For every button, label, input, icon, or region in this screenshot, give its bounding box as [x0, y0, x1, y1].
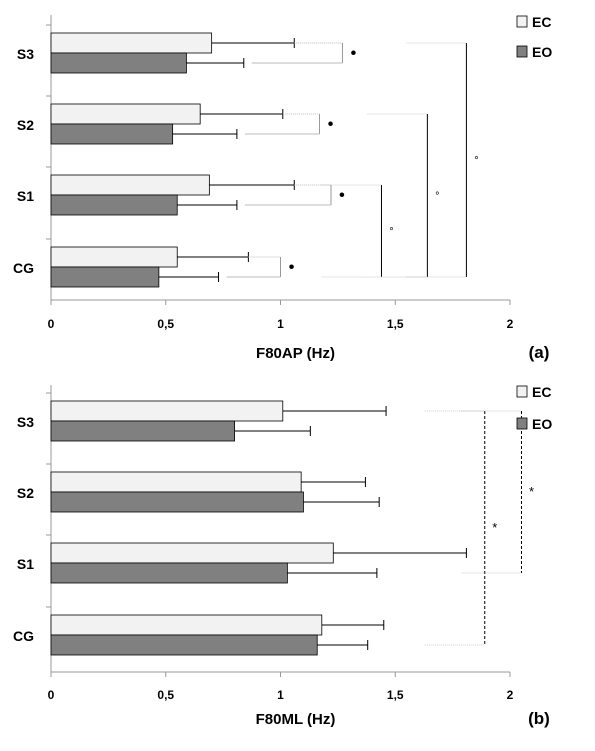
x-tick-label: 1	[277, 317, 284, 331]
bar-eo-s1	[50, 194, 178, 216]
significance-marker: °	[474, 155, 478, 167]
legend-label-eo: EO	[532, 44, 552, 60]
legend-swatch-ec	[516, 15, 528, 28]
panel-label: (a)	[529, 343, 550, 362]
category-label-s3: S3	[17, 46, 34, 62]
x-axis-title: F80AP (Hz)	[256, 345, 335, 362]
legend-label-ec: EC	[532, 384, 551, 400]
chart-panel-a: 0 0,5 1 1,5 2 S3 S2 S1 CG • • • • ° ° ° EC EO F80AP (Hz) (a…	[13, 14, 552, 362]
bar-ec-s2	[50, 103, 201, 125]
category-label-cg: CG	[13, 628, 34, 644]
legend-swatch-eo	[516, 417, 528, 430]
category-label-s1: S1	[17, 556, 34, 572]
significance-marker: •	[289, 259, 295, 276]
bar-ec-s2	[50, 471, 302, 493]
bar-ec-cg	[50, 614, 323, 636]
legend-swatch-eo	[516, 45, 528, 58]
legend-label-eo: EO	[532, 416, 552, 432]
x-axis-title: F80ML (Hz)	[256, 711, 336, 728]
bar-eo-s2	[50, 491, 304, 513]
bar-eo-s2	[50, 123, 174, 145]
bar-eo-s1	[50, 562, 288, 584]
x-tick-label: 0,5	[157, 317, 174, 331]
category-label-cg: CG	[13, 260, 34, 276]
significance-marker: •	[328, 116, 334, 133]
x-tick-label: 2	[507, 688, 514, 702]
legend-label-ec: EC	[532, 14, 551, 30]
bar-eo-s3	[50, 52, 187, 74]
significance-marker: *	[529, 484, 534, 499]
legend-swatch-ec	[516, 385, 528, 398]
x-tick-label: 1	[277, 688, 284, 702]
bar-ec-s1	[50, 174, 210, 196]
bar-eo-cg	[50, 266, 160, 288]
x-tick-label: 0	[48, 688, 55, 702]
bar-ec-cg	[50, 246, 178, 268]
chart-panel-b: 0 0,5 1 1,5 2 S3 S2 S1 CG * * EC EO F80ML (Hz) (b)	[13, 384, 552, 728]
bar-eo-s3	[50, 420, 236, 442]
category-label-s2: S2	[17, 485, 34, 501]
x-tick-label: 1,5	[387, 317, 404, 331]
significance-marker: °	[389, 226, 393, 238]
bar-ec-s1	[50, 542, 334, 564]
category-label-s3: S3	[17, 414, 34, 430]
significance-marker: •	[351, 45, 357, 62]
x-tick-label: 0	[48, 317, 55, 331]
panel-label: (b)	[528, 709, 550, 728]
significance-marker: *	[492, 520, 497, 535]
significance-marker: °	[435, 191, 439, 203]
bar-eo-cg	[50, 634, 318, 656]
x-tick-label: 2	[507, 317, 514, 331]
category-label-s2: S2	[17, 117, 34, 133]
x-tick-label: 1,5	[387, 688, 404, 702]
bar-ec-s3	[50, 32, 213, 54]
x-tick-label: 0,5	[157, 688, 174, 702]
category-label-s1: S1	[17, 188, 34, 204]
bar-ec-s3	[50, 400, 284, 422]
significance-marker: •	[339, 187, 345, 204]
